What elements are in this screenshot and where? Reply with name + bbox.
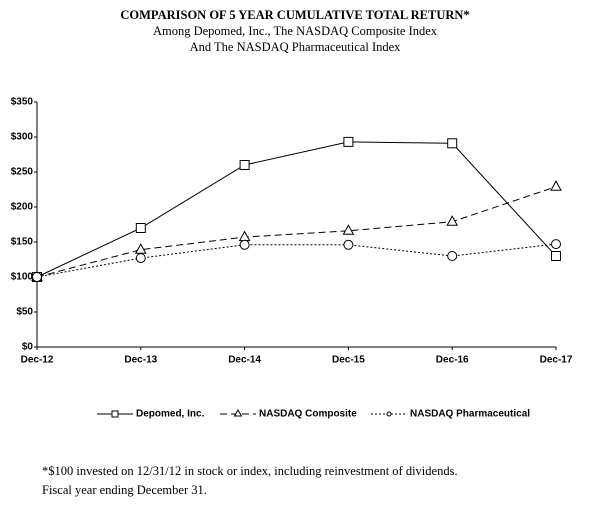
legend-label: Depomed, Inc. bbox=[136, 409, 205, 420]
data-point bbox=[239, 160, 250, 170]
chart-subtitle: Among Depomed, Inc., The NASDAQ Composit… bbox=[153, 24, 438, 38]
legend-marker bbox=[233, 409, 243, 417]
y-tick-label: $0 bbox=[22, 342, 34, 353]
data-point bbox=[550, 180, 562, 191]
y-tick-label: $250 bbox=[11, 167, 34, 178]
legend-marker bbox=[386, 411, 392, 417]
data-point bbox=[446, 215, 459, 226]
data-point bbox=[239, 239, 250, 250]
y-tick-label: $50 bbox=[16, 307, 33, 318]
footnote: Fiscal year ending December 31. bbox=[42, 483, 207, 497]
data-point bbox=[551, 239, 561, 250]
legend-label: NASDAQ Composite bbox=[259, 409, 357, 420]
data-point bbox=[343, 239, 354, 250]
data-point bbox=[447, 251, 458, 261]
y-tick-label: $350 bbox=[11, 97, 34, 108]
data-point bbox=[447, 138, 458, 149]
x-tick-label: Dec-13 bbox=[124, 355, 157, 366]
series-line bbox=[36, 186, 557, 278]
data-point bbox=[134, 243, 147, 254]
chart-subtitle: And The NASDAQ Pharmaceutical Index bbox=[190, 40, 402, 54]
data-point bbox=[32, 272, 42, 282]
series-line bbox=[36, 243, 557, 278]
y-tick-label: $300 bbox=[11, 132, 34, 143]
data-point bbox=[343, 136, 354, 147]
footnote: *$100 invested on 12/31/12 in stock or i… bbox=[42, 464, 458, 478]
x-tick-label: Dec-15 bbox=[332, 355, 365, 366]
x-tick-label: Dec-14 bbox=[228, 355, 261, 366]
data-point bbox=[135, 223, 146, 233]
x-tick-label: Dec-17 bbox=[540, 355, 573, 366]
data-point bbox=[342, 224, 355, 235]
legend-marker bbox=[111, 410, 119, 418]
series-line bbox=[36, 141, 557, 278]
data-point bbox=[135, 253, 146, 264]
y-tick-label: $150 bbox=[11, 237, 34, 248]
x-tick-label: Dec-12 bbox=[21, 355, 54, 366]
y-tick-label: $100 bbox=[11, 272, 34, 283]
x-tick-label: Dec-16 bbox=[436, 355, 469, 366]
chart-title: COMPARISON OF 5 YEAR CUMULATIVE TOTAL RE… bbox=[120, 8, 469, 22]
y-tick-label: $200 bbox=[11, 202, 34, 213]
data-point bbox=[551, 251, 561, 261]
data-point bbox=[238, 230, 251, 242]
legend-label: NASDAQ Pharmaceutical bbox=[410, 409, 530, 420]
